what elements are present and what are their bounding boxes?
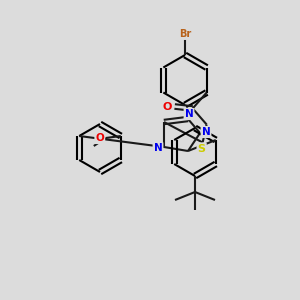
Text: N: N <box>202 127 210 137</box>
Text: O: O <box>163 101 172 112</box>
Text: O: O <box>95 133 104 143</box>
Text: N: N <box>184 109 194 119</box>
Text: S: S <box>198 143 206 154</box>
Text: N: N <box>154 143 162 153</box>
Text: Br: Br <box>179 29 191 39</box>
